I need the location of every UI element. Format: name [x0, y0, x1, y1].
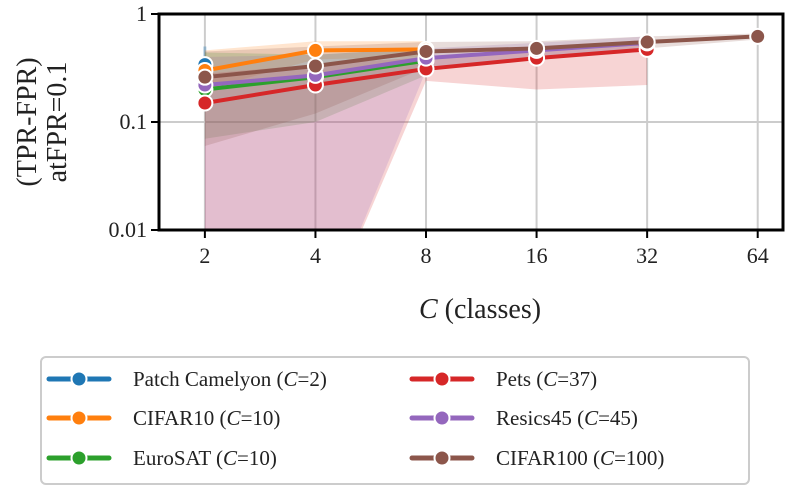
legend: Patch Camelyon (C=2) CIFAR10 (C=10) EuroSA…	[46, 367, 664, 470]
data-point	[528, 39, 546, 57]
data-point	[196, 68, 214, 86]
legend-label: Resics45 (C=45)	[496, 406, 638, 430]
series-line	[202, 34, 760, 80]
y-ticks: 0.01 0.1 1	[109, 1, 159, 242]
data-point	[306, 41, 324, 59]
legend-entry: Resics45 (C=45)	[409, 406, 638, 430]
error-band	[204, 41, 427, 90]
x-tick-label: 64	[747, 243, 769, 268]
data-point	[417, 42, 435, 60]
y-tick-label: 0.1	[120, 109, 148, 134]
data-point	[638, 33, 656, 51]
x-tick-label: 8	[421, 243, 432, 268]
data-point	[749, 27, 767, 45]
legend-marker	[70, 409, 88, 427]
y-tick-label: 1	[136, 1, 147, 26]
legend-entry: EuroSAT (C=10)	[46, 446, 277, 470]
series-lines	[196, 27, 767, 112]
y-axis-label: (TPR-FPR) atFPR=0.1	[12, 57, 73, 186]
y-axis-label-line1: (TPR-FPR)	[12, 57, 43, 186]
legend-label: CIFAR100 (C=100)	[496, 446, 664, 470]
legend-marker	[433, 449, 451, 467]
legend-marker	[433, 370, 451, 388]
legend-label: EuroSAT (C=10)	[133, 446, 277, 470]
legend-label: Pets (C=37)	[496, 367, 597, 391]
legend-marker	[433, 409, 451, 427]
legend-marker	[70, 370, 88, 388]
legend-entry: CIFAR100 (C=100)	[409, 446, 664, 470]
x-ticks: 2 4 8 16 32 64	[199, 230, 769, 268]
legend-frame	[40, 356, 750, 485]
legend-label: Patch Camelyon (C=2)	[133, 367, 327, 391]
y-tick-label: 0.01	[109, 217, 148, 242]
y-axis-label-line2: atFPR=0.1	[42, 62, 73, 183]
data-point	[306, 57, 324, 75]
legend-entry: Patch Camelyon (C=2)	[46, 367, 327, 391]
x-tick-label: 16	[526, 243, 548, 268]
x-tick-label: 32	[636, 243, 658, 268]
legend-marker	[70, 449, 88, 467]
x-axis-label: C (classes)	[419, 294, 541, 325]
x-tick-label: 2	[199, 243, 210, 268]
x-tick-label: 4	[310, 243, 321, 268]
legend-entry: CIFAR10 (C=10)	[46, 406, 280, 430]
data-point	[196, 94, 214, 112]
legend-entry: Pets (C=37)	[409, 367, 597, 391]
legend-label: CIFAR10 (C=10)	[133, 406, 280, 430]
